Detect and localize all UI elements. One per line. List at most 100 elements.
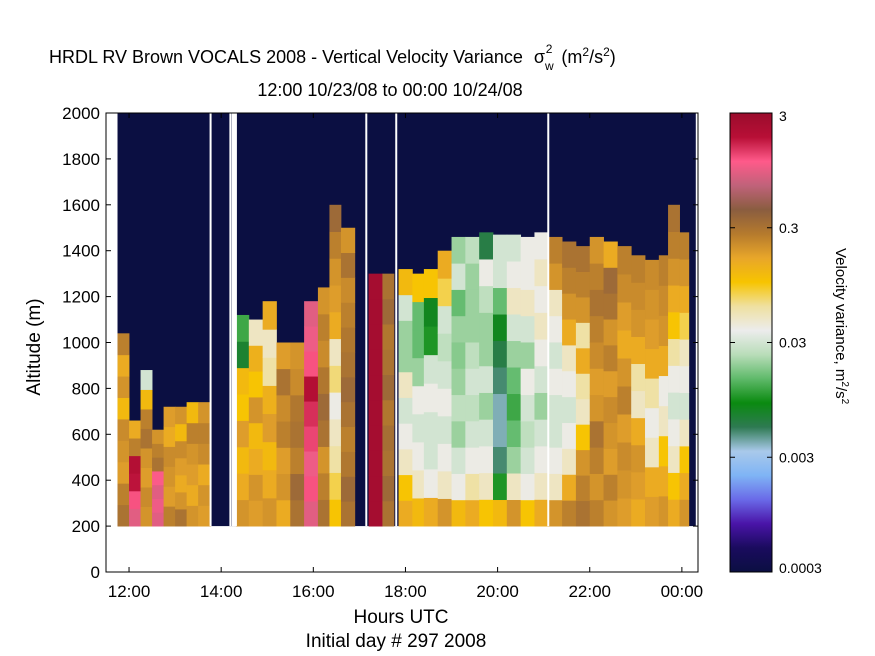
heatmap-cell: [506, 234, 522, 262]
heatmap-cell: [340, 277, 356, 303]
heatmap-cell: [575, 297, 591, 323]
heatmap-cell: [679, 259, 690, 287]
heatmap-cell: [534, 285, 549, 313]
heatmap-cell: [520, 394, 535, 422]
heatmap-cell: [645, 496, 660, 527]
heatmap-cell: [465, 368, 480, 396]
heatmap-cell: [492, 287, 508, 315]
heatmap-cell: [520, 447, 535, 474]
heatmap-cell: [423, 354, 439, 384]
heatmap-cell: [235, 367, 250, 395]
heatmap-cell: [398, 474, 413, 501]
heatmap-cell: [235, 473, 250, 501]
heatmap-cell: [534, 312, 549, 340]
heatmap-cell: [548, 394, 563, 422]
heatmap-cell: [412, 498, 425, 527]
heatmap-cell: [465, 447, 480, 474]
heatmap-cell: [548, 263, 563, 290]
colorbar-gradient: [729, 112, 773, 573]
heatmap-cell: [589, 420, 604, 448]
heatmap-cell: [679, 499, 690, 527]
heatmap-cell: [479, 285, 494, 313]
heatmap-cell: [382, 349, 395, 376]
heatmap-cell: [679, 472, 690, 500]
heatmap-cell: [534, 419, 549, 447]
heatmap-cell: [368, 450, 383, 477]
heatmap-cell: [631, 390, 646, 419]
heatmap-cell: [479, 419, 494, 447]
heatmap-cell: [368, 475, 383, 502]
heatmap-cell: [668, 472, 680, 500]
heatmap-cell: [575, 424, 591, 451]
heatmap-cell: [506, 420, 522, 448]
heatmap-cell: [658, 405, 669, 437]
heatmap-cell: [175, 406, 188, 425]
colorbar: 3 0.3 0.03 0.003 0.0003 Velocity variance, m…: [729, 108, 850, 576]
heatmap-cell: [117, 376, 130, 398]
heatmap-cell: [492, 393, 508, 421]
heatmap-cell: [589, 236, 604, 264]
heatmap-cell: [534, 392, 549, 420]
heatmap-cell: [465, 420, 480, 448]
heatmap-cell: [645, 466, 660, 497]
heatmap-cell: [276, 499, 291, 527]
heatmap-cell: [506, 340, 522, 368]
heatmap-cell: [589, 263, 604, 290]
heatmap-cell: [140, 409, 153, 429]
heatmap-cell: [117, 333, 130, 356]
heatmap-cell: [198, 484, 211, 506]
heatmap-cell: [235, 420, 250, 448]
heatmap-cell: [235, 394, 250, 421]
heatmap-cell: [412, 301, 425, 331]
heatmap-cell: [589, 289, 604, 317]
heatmap-cell: [262, 413, 277, 443]
heatmap-cell: [548, 368, 563, 396]
heatmap-cell: [340, 252, 356, 278]
heatmap-cell: [575, 475, 591, 502]
heatmap-cell: [175, 423, 188, 442]
heatmap-cell: [575, 449, 591, 476]
heatmap-cell: [340, 227, 356, 254]
heatmap-cell: [368, 374, 383, 401]
heatmap-cell: [617, 470, 632, 499]
heatmap-cell: [304, 351, 319, 377]
heatmap-cell: [262, 469, 277, 499]
x-tick-label: 22:00: [568, 582, 611, 601]
heatmap-cell: [329, 204, 342, 232]
heatmap-cell: [235, 314, 250, 342]
heatmap-cell: [465, 394, 480, 422]
heatmap-cell: [368, 399, 383, 426]
heatmap-cell: [262, 301, 277, 330]
heatmap-cell: [117, 504, 130, 527]
heatmap-cell: [465, 289, 480, 317]
heatmap-cell: [398, 269, 413, 296]
heatmap-cell: [658, 496, 669, 527]
heatmap-cell: [304, 376, 319, 402]
heatmap-cell: [140, 370, 153, 390]
heatmap-cell: [465, 263, 480, 290]
y-tick-label: 600: [72, 425, 100, 444]
heatmap-cell: [329, 365, 342, 393]
heatmap-cell: [534, 232, 549, 260]
x-tick-label: 18:00: [384, 582, 427, 601]
heatmap-cell: [437, 360, 452, 389]
heatmap-plot-area: 12:00 14:00 16:00 18:00 20:00 22:00 00:00 0 200…: [62, 104, 703, 601]
heatmap-cell: [290, 447, 305, 475]
heatmap-cell: [479, 259, 494, 287]
heatmap-cell: [631, 309, 646, 337]
x-tick-label: 00:00: [661, 582, 704, 601]
heatmap-cell: [198, 422, 211, 444]
heatmap-cell: [382, 273, 395, 300]
heatmap-cell: [290, 394, 305, 422]
heatmap-cell: [658, 315, 669, 346]
heatmap-cell: [382, 298, 395, 325]
heatmap-cell: [668, 499, 680, 527]
x-tick-label: 20:00: [476, 582, 519, 601]
heatmap-cell: [304, 476, 319, 502]
heatmap-cell: [479, 365, 494, 393]
y-tick-label: 2000: [62, 104, 100, 123]
y-axis-label: Altitude (m): [24, 298, 45, 395]
heatmap-cell: [276, 473, 291, 501]
heatmap-cell: [382, 475, 395, 502]
